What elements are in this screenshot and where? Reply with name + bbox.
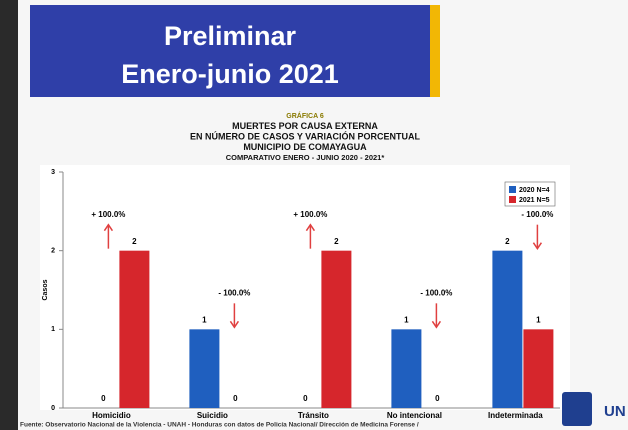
value-label: 1	[202, 315, 207, 324]
legend-label: 2021 N=5	[519, 197, 550, 204]
value-label: 2	[334, 237, 339, 246]
value-label: 0	[101, 394, 106, 403]
chart-title: MUNICIPIO DE COMAYAGUA	[243, 142, 367, 152]
bar	[523, 329, 554, 408]
logo-text: UN	[604, 403, 626, 420]
y-axis-label: Casos	[42, 279, 49, 300]
source: Fuente: Observatorio Nacional de la Viol…	[20, 422, 419, 429]
x-tick-label: Tránsito	[298, 411, 329, 420]
value-label: 0	[303, 394, 308, 403]
value-label: 1	[404, 315, 409, 324]
value-label: 2	[132, 237, 137, 246]
bar	[391, 329, 422, 408]
chart-title: MUERTES POR CAUSA EXTERNA	[232, 121, 378, 131]
bar	[492, 250, 523, 408]
y-tick-label: 2	[51, 248, 55, 255]
logo	[562, 392, 592, 426]
chart-title: GRÁFICA 6	[286, 111, 324, 120]
chart-title: EN NÚMERO DE CASOS Y VARIACIÓN PORCENTUA…	[190, 130, 421, 141]
legend-label: 2020 N=4	[519, 187, 550, 194]
x-tick-label: Homicidio	[92, 411, 131, 420]
arrow-head	[103, 223, 114, 232]
x-tick-label: No intencional	[387, 411, 442, 420]
value-label: 0	[233, 394, 238, 403]
banner	[30, 5, 430, 97]
y-tick-label: 0	[51, 405, 55, 412]
y-tick-label: 1	[51, 326, 55, 333]
y-tick-label: 3	[51, 169, 55, 176]
annotation: + 100.0%	[293, 210, 327, 219]
arrow-head	[431, 320, 442, 329]
value-label: 2	[505, 237, 510, 246]
banner-stripe	[430, 5, 440, 97]
value-label: 0	[435, 394, 440, 403]
heading: Preliminar	[164, 21, 297, 51]
annotation: - 100.0%	[420, 288, 452, 297]
left-edge	[0, 0, 18, 430]
annotation: - 100.0%	[521, 210, 553, 219]
bar	[189, 329, 220, 408]
x-tick-label: Indeterminada	[488, 411, 543, 420]
value-label: 1	[536, 315, 541, 324]
annotation: - 100.0%	[218, 288, 250, 297]
chart-title: COMPARATIVO ENERO - JUNIO 2020 - 2021*	[226, 153, 385, 162]
legend-swatch	[509, 186, 516, 193]
bar	[119, 250, 150, 408]
arrow-head	[305, 223, 316, 232]
arrow-head	[532, 242, 543, 251]
annotation: + 100.0%	[91, 210, 125, 219]
legend-swatch	[509, 196, 516, 203]
x-tick-label: Suicidio	[197, 411, 228, 420]
arrow-head	[229, 320, 240, 329]
heading: Enero-junio 2021	[121, 59, 339, 89]
bar	[321, 250, 352, 408]
